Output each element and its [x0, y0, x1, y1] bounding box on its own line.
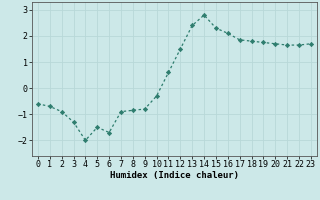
X-axis label: Humidex (Indice chaleur): Humidex (Indice chaleur)	[110, 171, 239, 180]
